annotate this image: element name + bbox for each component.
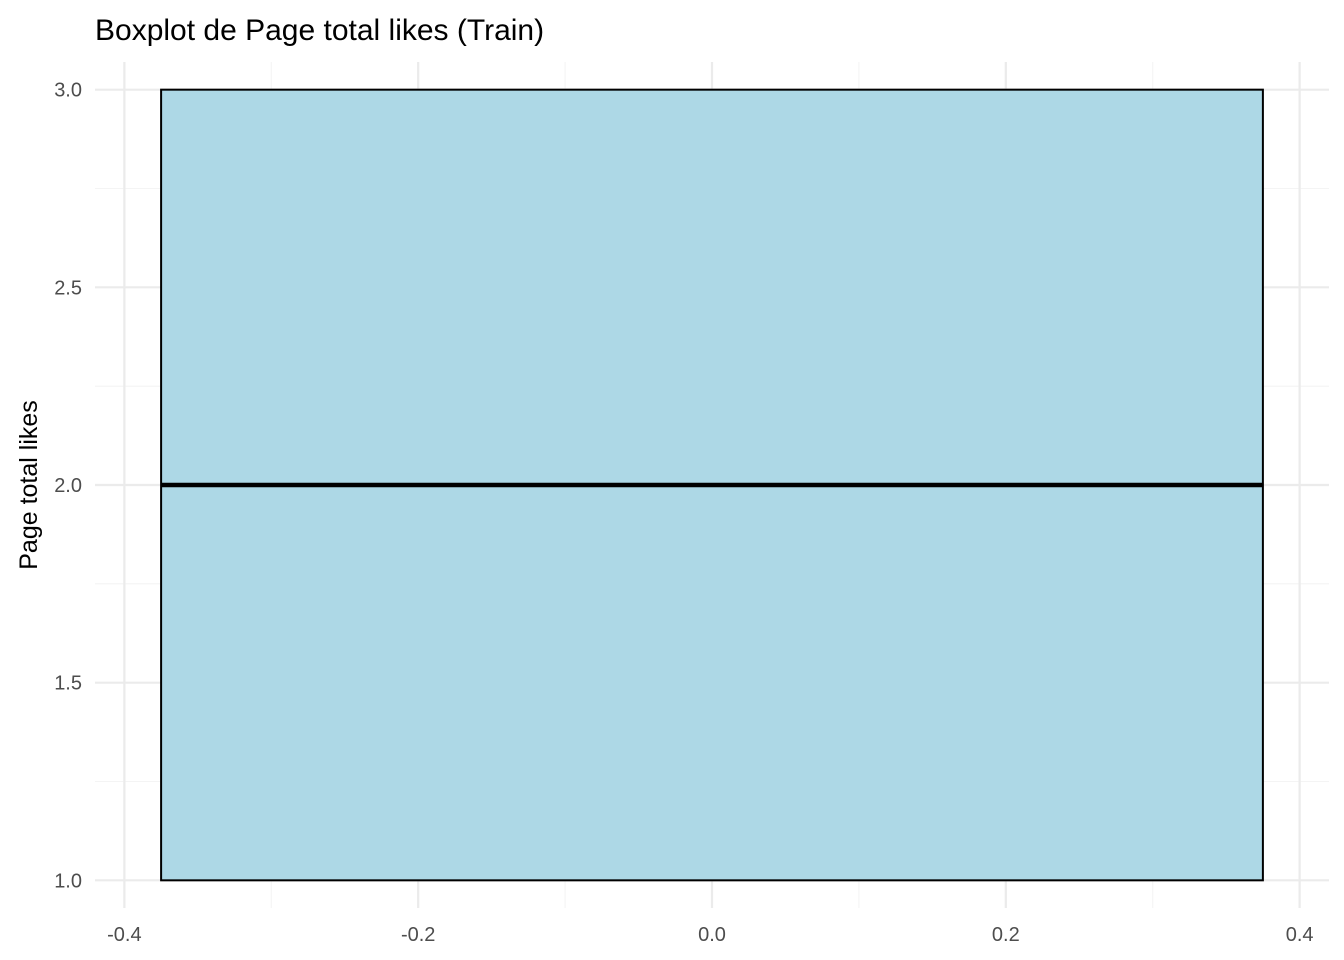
chart-title: Boxplot de Page total likes (Train) (95, 14, 544, 47)
y-tick-label: 1.5 (54, 673, 82, 695)
box-group (160, 88, 1264, 882)
x-tick-label: -0.2 (401, 924, 435, 946)
y-tick-labels: 1.0 1.5 2.0 2.5 3.0 (54, 80, 82, 893)
y-axis-title: Page total likes (15, 400, 43, 570)
x-tick-label: 0.4 (1286, 924, 1314, 946)
y-tick-label: 2.5 (54, 277, 82, 299)
y-tick-label: 1.0 (54, 870, 82, 892)
x-tick-label: -0.4 (107, 924, 141, 946)
y-tick-label: 3.0 (54, 80, 82, 102)
x-tick-label: 0.0 (698, 924, 726, 946)
x-tick-labels: -0.4 -0.2 0.0 0.2 0.4 (107, 924, 1313, 946)
y-tick-label: 2.0 (54, 475, 82, 497)
x-tick-label: 0.2 (992, 924, 1020, 946)
